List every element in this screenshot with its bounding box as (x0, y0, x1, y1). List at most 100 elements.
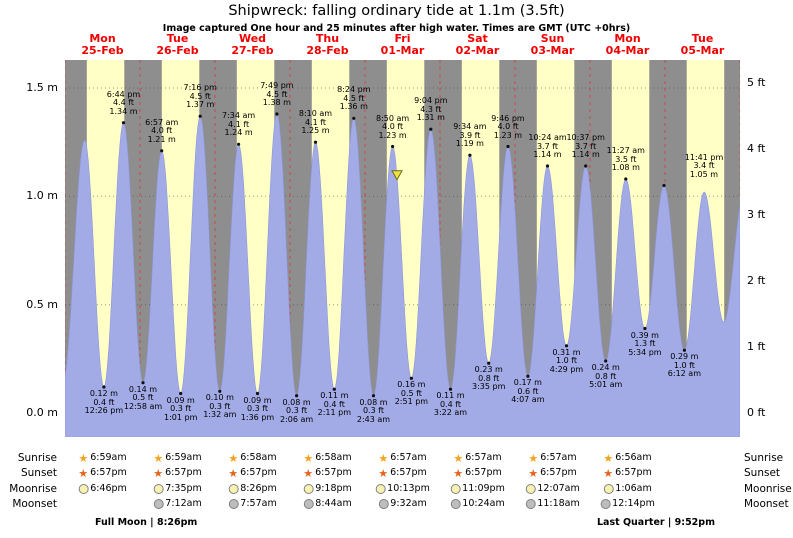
day-label: Tue 26-Feb (156, 32, 199, 57)
tide-annotation: 0.24 m 0.8 ft 5:01 am (589, 363, 623, 389)
tide-annotation: 0.16 m 0.5 ft 2:51 pm (394, 380, 429, 407)
moonrise-moon-icon (525, 484, 536, 494)
sunrise-star-icon: ★ (228, 451, 239, 465)
sunset-star-icon: ★ (378, 466, 389, 480)
moonset-moon-icon (600, 499, 611, 509)
sunrise-entry: ★ 6:57am (453, 452, 501, 464)
day-label: Mon 04-Mar (605, 32, 650, 57)
sunrise-time: 6:59am (165, 452, 202, 463)
sunset-time: 6:57pm (465, 467, 502, 478)
tide-annotation: 0.39 m 1.3 ft 5:34 pm (628, 330, 662, 357)
sunset-star-icon: ★ (528, 466, 539, 480)
moonset-moon-icon (153, 499, 164, 509)
tide-annotation: 8:10 am 4.1 ft 1.25 m (298, 109, 333, 136)
sunset-entry: ★ 6:57pm (153, 467, 202, 479)
sunrise-star-icon: ★ (528, 451, 539, 465)
sunset-time: 6:57pm (615, 467, 652, 478)
sunrise-label-right: Sunrise (744, 452, 784, 464)
sunset-time: 6:57pm (240, 467, 277, 478)
moonset-entry: 10:24am (450, 498, 505, 510)
y-axis-label-ft: 1 ft (747, 339, 766, 353)
sunrise-star-icon: ★ (303, 451, 314, 465)
sunrise-star-icon: ★ (453, 451, 464, 465)
sunrise-time: 6:58am (240, 452, 277, 463)
sunset-time: 6:57pm (90, 467, 127, 478)
sunset-entry: ★ 6:57pm (603, 467, 652, 479)
sunrise-star-icon: ★ (153, 451, 164, 465)
moonset-time: 8:44am (315, 498, 352, 509)
day-label: Wed 27-Feb (231, 32, 274, 57)
moonset-entry: 11:18am (525, 498, 580, 510)
tide-annotation: 0.17 m 0.6 ft 4:07 am (511, 378, 545, 405)
moonrise-entry: 1:06am (603, 483, 652, 495)
sunset-entry: ★ 6:57pm (228, 467, 277, 479)
tide-annotation: 9:46 pm 4.0 ft 1.23 m (491, 113, 525, 140)
tide-annotation: 10:37 pm 3.7 ft 1.14 m (566, 133, 605, 159)
moonset-entry: 7:12am (153, 498, 202, 510)
moonrise-time: 9:18pm (315, 483, 352, 494)
sunrise-star-icon: ★ (78, 451, 89, 465)
moonrise-moon-icon (603, 484, 614, 494)
moonrise-moon-icon (450, 484, 461, 494)
tide-annotation: 0.14 m 0.5 ft 12:58 am (123, 384, 163, 411)
tide-annotation: 10:24 am 3.7 ft 1.14 m (528, 133, 567, 159)
y-axis-label-ft: 2 ft (747, 273, 766, 287)
day-label: Mon 25-Feb (81, 32, 124, 57)
moonrise-moon-icon (303, 484, 314, 494)
moonrise-moon-icon (78, 484, 89, 494)
tide-annotation: 0.08 m 0.3 ft 2:06 am (279, 397, 314, 424)
moonrise-time: 8:26pm (240, 483, 277, 494)
y-axis-label-ft: 3 ft (747, 207, 766, 221)
tide-annotation: 7:16 pm 4.5 ft 1.37 m (183, 83, 217, 110)
moonset-moon-icon (378, 499, 389, 509)
sunrise-entry: ★ 6:57am (378, 452, 426, 464)
day-label: Sun 03-Mar (530, 32, 575, 57)
tide-annotation: 7:49 pm 4.5 ft 1.38 m (260, 81, 294, 107)
tide-annotation: 0.11 m 0.4 ft 3:22 am (433, 391, 468, 418)
moonrise-entry: 6:46pm (78, 483, 127, 495)
sunrise-entry: ★ 6:56am (603, 452, 651, 464)
moonset-label-right: Moonset (744, 498, 789, 510)
sunrise-time: 6:57am (465, 452, 502, 463)
moonrise-time: 11:09pm (462, 483, 505, 494)
sunset-entry: ★ 6:57pm (303, 467, 352, 479)
tide-curve-svg (65, 60, 740, 437)
sunset-label-left: Sunset (20, 467, 57, 479)
y-axis-label-m: 1.0 m (26, 189, 58, 203)
tide-annotation: 9:34 am 3.9 ft 1.19 m (453, 122, 487, 149)
sunset-time: 6:57pm (165, 467, 202, 478)
sunrise-time: 6:56am (615, 452, 652, 463)
moonset-moon-icon (450, 499, 461, 509)
moonrise-moon-icon (228, 484, 239, 494)
sunset-star-icon: ★ (453, 466, 464, 480)
moonrise-entry: 7:35pm (153, 483, 202, 495)
y-axis-label-m: 0.5 m (26, 297, 58, 311)
moonrise-time: 6:46pm (90, 483, 127, 494)
tide-annotation: 0.29 m 1.0 ft 6:12 am (667, 352, 701, 379)
day-label: Sat 02-Mar (455, 32, 500, 57)
y-axis-label-ft: 5 ft (747, 75, 766, 89)
sunset-entry: ★ 6:57pm (78, 467, 127, 479)
day-label: Fri 01-Mar (380, 32, 425, 57)
chart-subtitle: Image captured One hour and 25 minutes a… (162, 23, 631, 34)
moonset-entry: 12:14pm (600, 498, 655, 510)
tide-annotation: 0.08 m 0.3 ft 2:43 am (356, 397, 391, 424)
moonrise-time: 10:13pm (387, 483, 430, 494)
moonrise-entry: 9:18pm (303, 483, 352, 495)
sunset-star-icon: ★ (78, 466, 89, 480)
sunrise-entry: ★ 6:59am (153, 452, 201, 464)
sunrise-time: 6:58am (315, 452, 352, 463)
tide-annotation: 6:44 pm 4.4 ft 1.34 m (106, 89, 141, 116)
moonrise-entry: 12:07am (525, 483, 580, 495)
sunrise-entry: ★ 6:57am (528, 452, 576, 464)
tide-annotation: 11:41 pm 3.4 ft 1.05 m (684, 152, 724, 179)
moonrise-entry: 10:13pm (375, 483, 430, 495)
moonrise-label-right: Moonrise (744, 483, 792, 495)
y-axis-label-m: 1.5 m (26, 80, 58, 94)
moonset-label-left: Moonset (12, 498, 57, 510)
sunrise-time: 6:59am (90, 452, 127, 463)
y-axis-label-ft: 4 ft (747, 141, 766, 155)
sunrise-time: 6:57am (540, 452, 577, 463)
tide-annotation: 6:57 am 4.0 ft 1.21 m (145, 117, 179, 144)
moonset-time: 11:18am (537, 498, 580, 509)
